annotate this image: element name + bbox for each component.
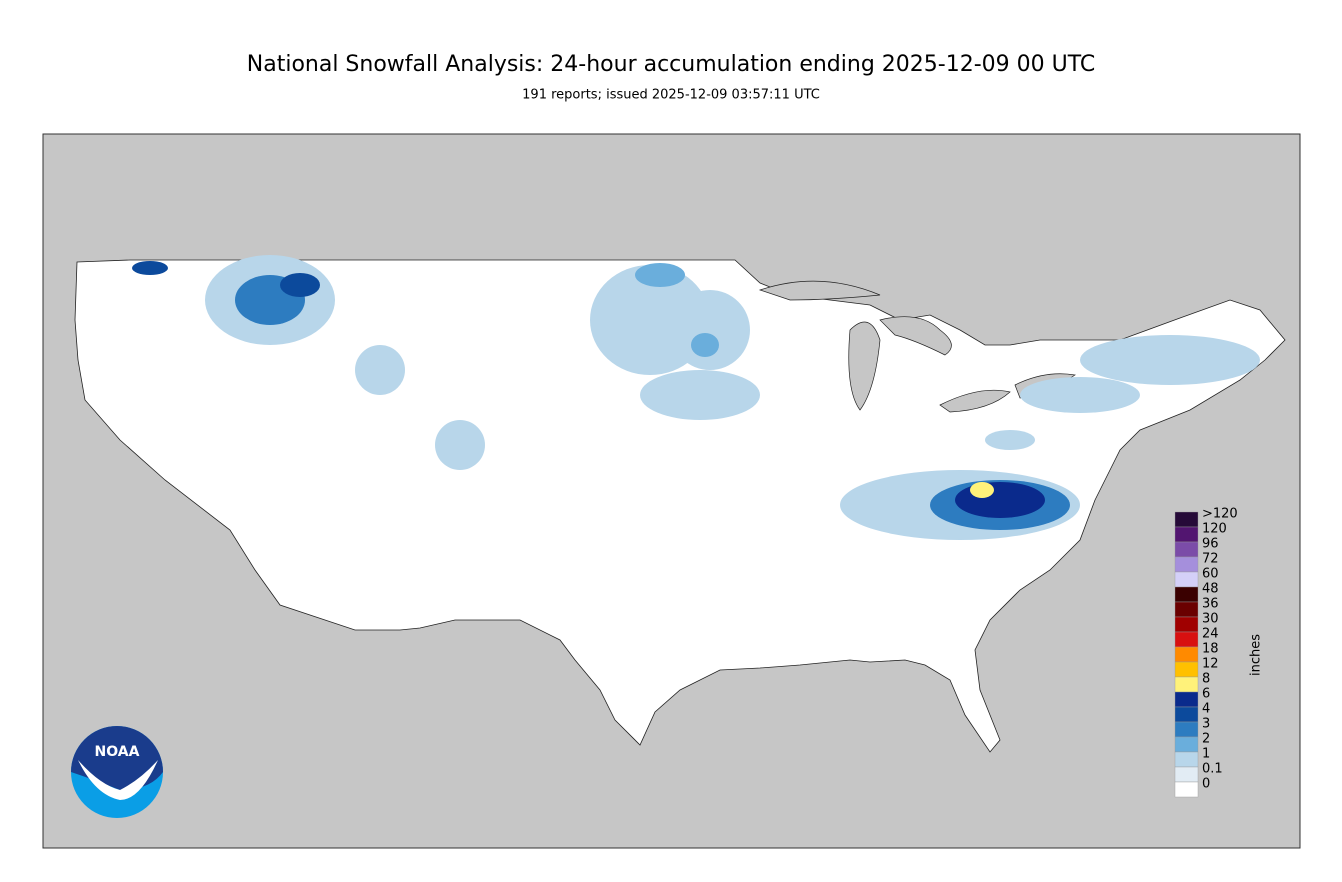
colorbar-label: 36 (1202, 597, 1219, 612)
colorbar-label: 120 (1202, 522, 1227, 537)
colorbar-label: >120 (1202, 507, 1238, 522)
colorbar-cell (1174, 766, 1199, 783)
colorbar-cell (1174, 556, 1199, 573)
colorbar-label: 96 (1202, 537, 1219, 552)
colorbar-cell (1174, 676, 1199, 693)
colorbar-cell (1174, 541, 1199, 558)
colorbar-label: 0.1 (1202, 762, 1223, 777)
colorbar-label: 48 (1202, 582, 1219, 597)
colorbar-label: 0 (1202, 777, 1210, 792)
map-title: National Snowfall Analysis: 24-hour accu… (247, 52, 1095, 77)
colorbar-cell (1174, 781, 1199, 798)
colorbar-cell (1174, 601, 1199, 618)
colorbar-cell (1174, 736, 1199, 753)
colorbar-label: 18 (1202, 642, 1219, 657)
colorbar-cell (1174, 586, 1199, 603)
colorbar-label: 60 (1202, 567, 1219, 582)
colorbar-cell (1174, 511, 1199, 528)
colorbar-label: 72 (1202, 552, 1219, 567)
colorbar-cell (1174, 751, 1199, 768)
colorbar-label: 1 (1202, 747, 1210, 762)
colorbar-label: 30 (1202, 612, 1219, 627)
colorbar-cell (1174, 661, 1199, 678)
colorbar-label: 4 (1202, 702, 1210, 717)
noaa-logo: NOAA (71, 726, 163, 818)
heavy-snow (132, 261, 1070, 530)
map-subtitle: 191 reports; issued 2025-12-09 03:57:11 … (522, 88, 820, 103)
colorbar-cell (1174, 616, 1199, 633)
colorbar-cell (1174, 721, 1199, 738)
colorbar-label: 6 (1202, 687, 1210, 702)
colorbar-label: 8 (1202, 672, 1210, 687)
colorbar-cell (1174, 631, 1199, 648)
logo-text: NOAA (95, 744, 140, 760)
colorbar-label: 24 (1202, 627, 1219, 642)
colorbar-label: 3 (1202, 717, 1210, 732)
colorbar-cell (1174, 646, 1199, 663)
colorbar-label: 12 (1202, 657, 1219, 672)
colorbar-cell (1174, 571, 1199, 588)
colorbar-cell (1174, 691, 1199, 708)
colorbar-cell (1174, 526, 1199, 543)
colorbar-unit: inches (1249, 634, 1264, 676)
colorbar-cell (1174, 706, 1199, 723)
colorbar-label: 2 (1202, 732, 1210, 747)
